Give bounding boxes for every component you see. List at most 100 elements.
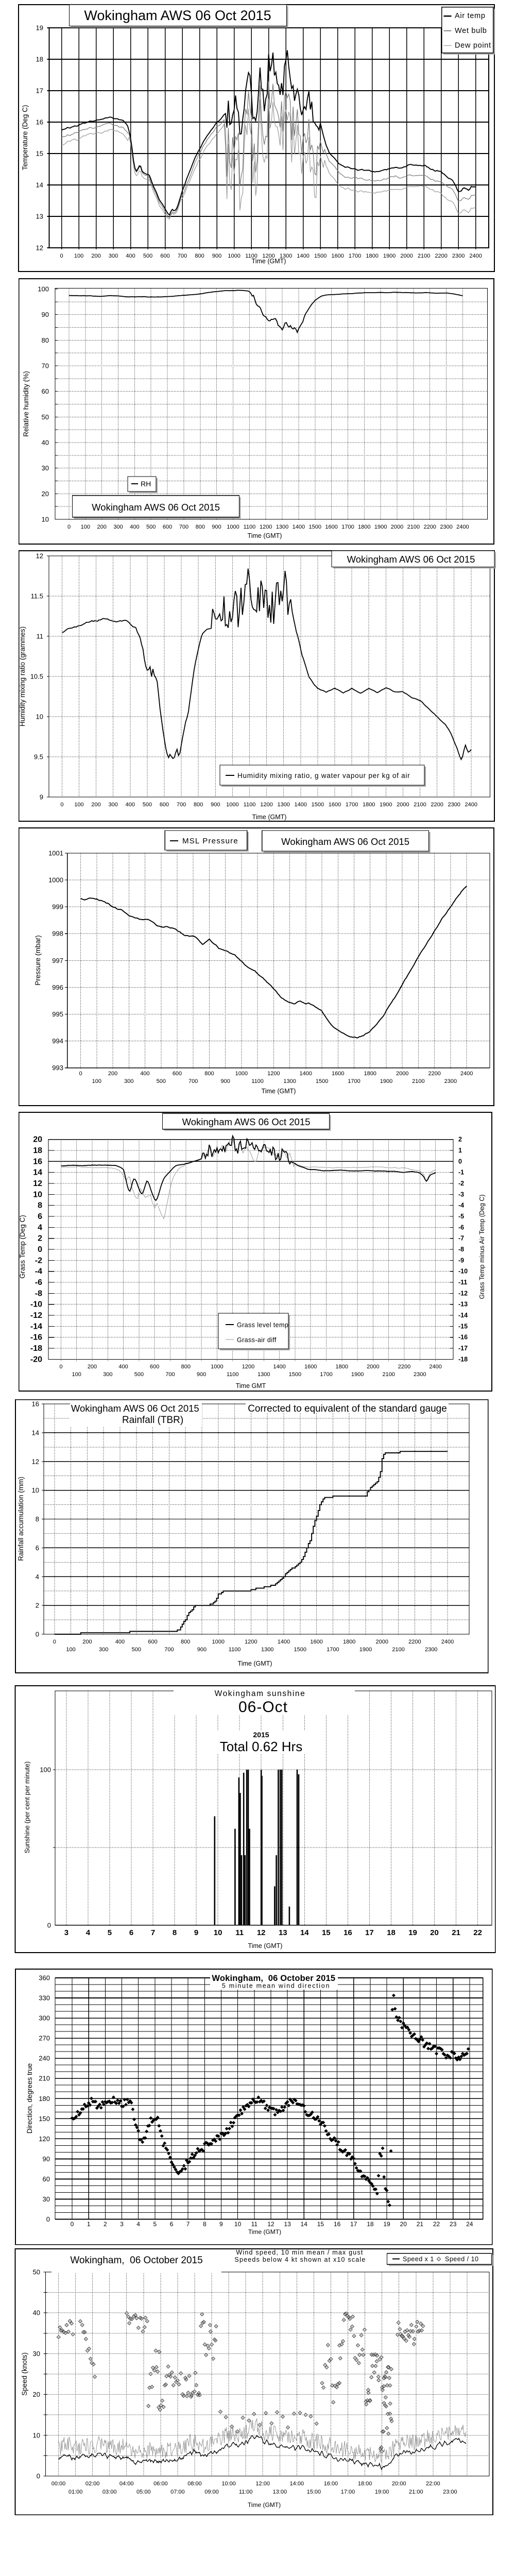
svg-text:24: 24 [466,2221,473,2228]
svg-text:60: 60 [42,387,49,395]
svg-text:-7: -7 [458,1235,464,1242]
svg-text:7: 7 [151,1928,155,1937]
svg-text:600: 600 [150,1364,159,1370]
svg-text:2100: 2100 [382,1371,394,1378]
svg-text:0: 0 [53,1639,56,1645]
svg-text:15: 15 [36,150,43,158]
svg-text:1700: 1700 [346,802,358,808]
svg-text:1900: 1900 [359,1647,372,1653]
svg-text:9.5: 9.5 [34,753,43,761]
svg-text:210: 210 [39,2075,50,2082]
svg-text:100: 100 [74,802,83,808]
svg-text:14: 14 [300,1928,309,1937]
svg-text:1000: 1000 [228,253,240,259]
svg-text:4: 4 [136,2221,140,2228]
svg-text:1001: 1001 [48,849,63,857]
svg-text:10: 10 [33,1190,42,1199]
svg-text:1000: 1000 [212,1639,225,1645]
svg-text:23: 23 [450,2221,457,2228]
svg-text:1300: 1300 [283,1078,296,1084]
svg-text:20: 20 [430,1928,439,1937]
svg-text:Wokingham AWS 06 Oct 2015: Wokingham AWS 06 Oct 2015 [84,8,271,23]
svg-text:17: 17 [350,2221,357,2228]
svg-text:0: 0 [36,1631,39,1638]
svg-text:1000: 1000 [48,876,63,884]
svg-text:2400: 2400 [465,802,477,808]
svg-text:800: 800 [195,253,204,259]
svg-text:900: 900 [212,524,221,530]
svg-text:Temperature (Deg C): Temperature (Deg C) [21,105,29,171]
svg-text:Speed x 1: Speed x 1 [403,2256,434,2263]
svg-text:9: 9 [40,793,43,801]
svg-text:1500: 1500 [294,1647,306,1653]
svg-text:14: 14 [301,2221,308,2228]
svg-text:-4: -4 [35,1267,42,1276]
svg-text:-4: -4 [458,1202,464,1209]
svg-text:0: 0 [38,1245,42,1254]
svg-text:1400: 1400 [293,524,305,530]
svg-text:993: 993 [52,1064,63,1072]
svg-text:2300: 2300 [414,1371,426,1378]
svg-text:21:00: 21:00 [409,2489,423,2495]
svg-text:1700: 1700 [320,1371,332,1378]
svg-text:06-Oct: 06-Oct [238,1699,288,1716]
svg-text:15: 15 [317,2221,324,2228]
svg-text:2400: 2400 [469,253,482,259]
svg-text:Rainfall (TBR): Rainfall (TBR) [122,1415,183,1426]
svg-text:-14: -14 [30,1322,42,1331]
svg-text:Time GMT: Time GMT [236,1382,266,1389]
svg-text:1000: 1000 [235,1071,248,1077]
svg-text:1300: 1300 [277,802,289,808]
svg-text:2200: 2200 [435,253,447,259]
svg-text:700: 700 [177,802,186,808]
svg-text:1500: 1500 [289,1371,301,1378]
svg-text:1200: 1200 [242,1364,254,1370]
svg-text:500: 500 [146,524,156,530]
svg-text:1100: 1100 [245,253,258,259]
svg-text:Wokingham, 06 October 2015: Wokingham, 06 October 2015 [212,1974,335,1983]
svg-text:100: 100 [92,1078,101,1084]
svg-text:04:00: 04:00 [119,2481,134,2487]
svg-text:600: 600 [173,1071,182,1077]
svg-text:14: 14 [33,1168,42,1177]
svg-text:18: 18 [36,56,43,63]
svg-text:14:00: 14:00 [290,2481,304,2487]
svg-text:MSL Pressure: MSL Pressure [182,837,238,845]
svg-text:2300: 2300 [448,802,460,808]
svg-text:Wokingham AWS 06 Oct 2015: Wokingham AWS 06 Oct 2015 [281,836,409,847]
svg-text:1600: 1600 [331,253,344,259]
svg-text:90: 90 [43,2155,50,2163]
svg-text:1700: 1700 [348,1078,360,1084]
svg-text:14: 14 [32,1429,39,1436]
svg-text:19: 19 [383,2221,390,2228]
svg-text:2400: 2400 [460,1071,473,1077]
svg-text:Rainfall accumulation (mm): Rainfall accumulation (mm) [17,1477,25,1561]
svg-text:-11: -11 [458,1279,467,1286]
svg-text:1: 1 [458,1147,462,1154]
svg-text:600: 600 [160,802,169,808]
svg-text:16: 16 [33,1157,42,1166]
svg-text:Grass level temp: Grass level temp [237,1321,288,1329]
svg-text:300: 300 [124,1078,133,1084]
svg-text:1800: 1800 [363,802,375,808]
svg-text:1300: 1300 [261,1647,273,1653]
svg-text:200: 200 [108,1071,117,1077]
svg-text:700: 700 [178,253,187,259]
svg-text:10: 10 [32,1486,39,1494]
svg-text:1900: 1900 [351,1371,364,1378]
svg-text:1800: 1800 [343,1639,355,1645]
svg-text:300: 300 [109,253,118,259]
svg-text:700: 700 [165,1371,175,1378]
svg-text:600: 600 [160,253,169,259]
svg-text:Speed / 10: Speed / 10 [445,2256,478,2263]
svg-text:1500: 1500 [312,802,324,808]
svg-text:13: 13 [279,1928,287,1937]
svg-text:3: 3 [64,1928,68,1937]
svg-text:300: 300 [39,2014,50,2022]
svg-text:0: 0 [67,524,71,530]
svg-text:0: 0 [60,802,63,808]
svg-text:1100: 1100 [244,524,256,530]
svg-text:2100: 2100 [412,1078,424,1084]
svg-text:400: 400 [140,1071,149,1077]
svg-text:11: 11 [251,2221,258,2228]
